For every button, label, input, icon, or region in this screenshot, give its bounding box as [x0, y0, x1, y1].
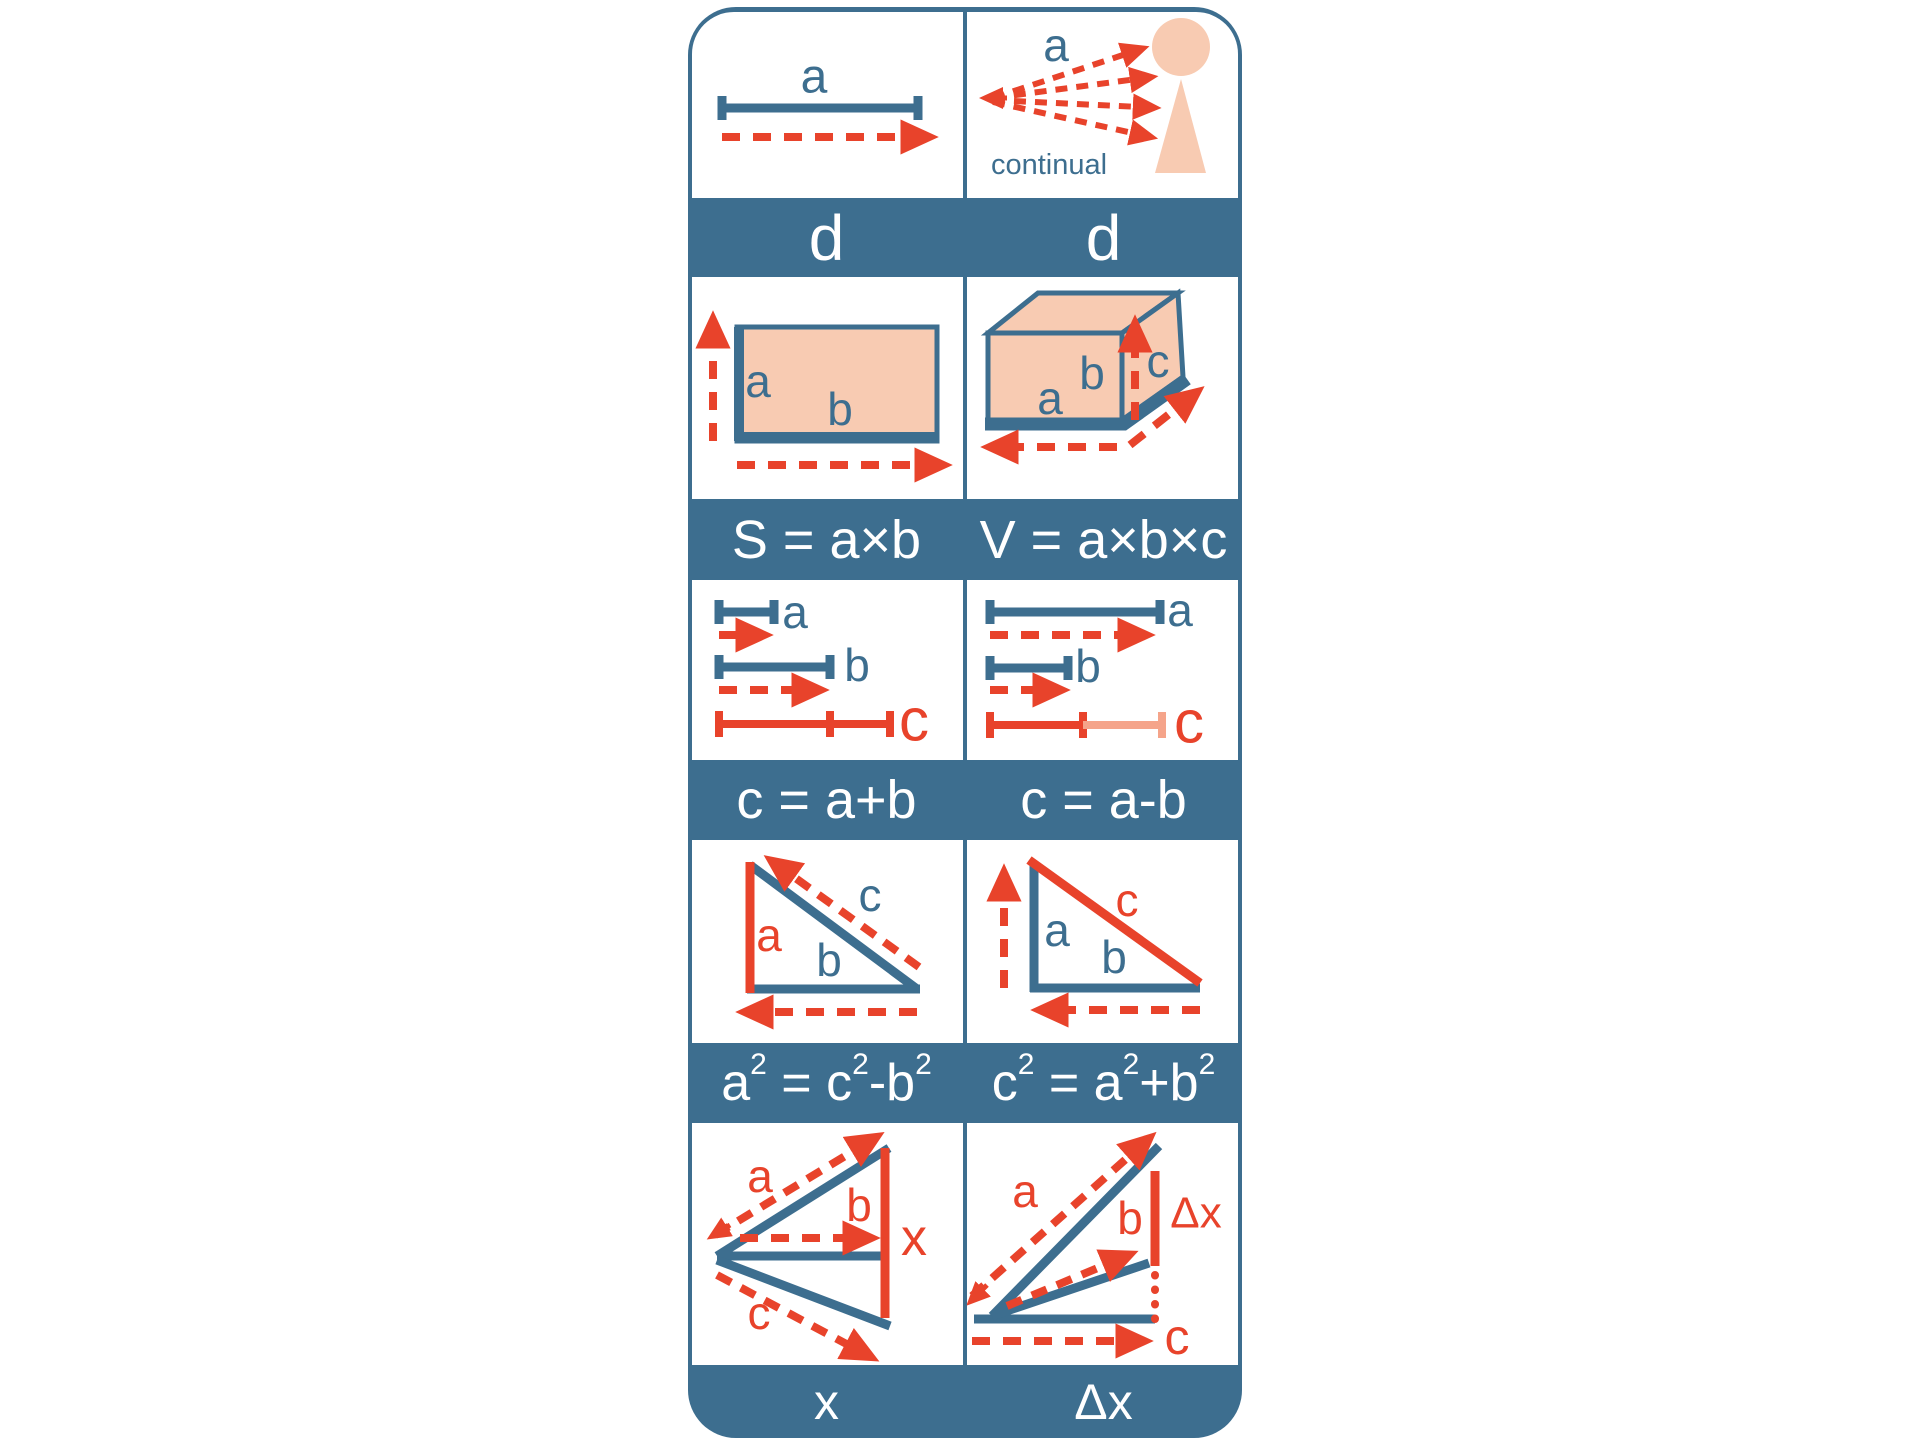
- label-b: b: [816, 934, 842, 986]
- label-c: c: [1147, 335, 1170, 387]
- cell-triangle-hypotenuse: a b c: [967, 840, 1238, 1043]
- formula-distance-left: d: [808, 201, 845, 274]
- cell-projection-delta-x: a b Δx c: [967, 1123, 1238, 1365]
- band-distance: d d: [688, 198, 1242, 277]
- cell-box-volume: a b c: [967, 277, 1238, 499]
- cell-projection-x: a b x c: [692, 1123, 963, 1365]
- label-c: c: [748, 1287, 771, 1339]
- formula-sup: 2: [1198, 1048, 1216, 1081]
- formula-distance-right: d: [1085, 201, 1122, 274]
- label-c: c: [1165, 1309, 1190, 1365]
- cell-triangle-leg: a b c: [692, 840, 963, 1043]
- formula-part: a: [721, 1054, 751, 1112]
- cell-distance-segment: a: [692, 12, 963, 198]
- cell-sum-segments: a b c: [692, 580, 963, 760]
- formula-part: +b: [1139, 1054, 1199, 1112]
- label-b: b: [1075, 640, 1101, 692]
- formula-part: = a: [1034, 1054, 1123, 1112]
- formula-volume: V = a×b×c: [979, 509, 1228, 570]
- fan-arrow-4: [992, 99, 1159, 146]
- segment-a: [985, 600, 1165, 624]
- band-projection: x Δx: [688, 1365, 1242, 1438]
- label-b: b: [827, 383, 853, 435]
- segment-c-dark: [986, 712, 1087, 738]
- formula-x: x: [814, 1373, 839, 1430]
- depth-arrow: [1127, 386, 1205, 449]
- row-area-volume-diagrams: a b a b c: [688, 277, 1242, 499]
- cell-continual-motion: a continual: [967, 12, 1238, 198]
- label-c: c: [899, 687, 929, 754]
- segment-b: [714, 655, 835, 679]
- formula-chart-card: a a continual d d: [688, 7, 1242, 1438]
- band-area-volume: S = a×b V = a×b×c: [688, 499, 1242, 580]
- fan-arrow-1: [992, 42, 1150, 101]
- formula-sup: 2: [1017, 1048, 1035, 1081]
- cell-difference-segments: a b c: [967, 580, 1238, 760]
- box-front-face: [985, 330, 1125, 423]
- fan-arrow-2: [992, 66, 1159, 101]
- arrow-a-tail: [706, 1217, 733, 1240]
- rectangle-thick-edges: [734, 327, 937, 442]
- person-body: [1155, 79, 1206, 173]
- formula-part: c: [991, 1054, 1018, 1112]
- person-head: [1152, 18, 1210, 76]
- label-a: a: [1044, 904, 1070, 956]
- segment-c-light: [1083, 712, 1166, 738]
- label-b: b: [846, 1179, 872, 1231]
- triangle-hypotenuse: [1026, 856, 1203, 987]
- hypotenuse-arrow: [763, 855, 922, 971]
- arrow-b: [1005, 1249, 1139, 1310]
- label-a: a: [756, 909, 782, 961]
- label-x: x: [901, 1209, 927, 1267]
- cell-rectangle-area: a b: [692, 277, 963, 499]
- formula-delta-x: Δx: [1074, 1373, 1133, 1430]
- formula-sup: 2: [750, 1048, 767, 1081]
- arrow-a: [969, 1131, 1157, 1299]
- label-a: a: [782, 586, 808, 638]
- label-b: b: [1079, 347, 1105, 399]
- formula-part: = c: [766, 1054, 853, 1112]
- band-sum-difference: c = a+b c = a-b: [688, 760, 1242, 840]
- label-c: c: [859, 869, 882, 921]
- label-c: c: [1116, 874, 1139, 926]
- ray-bottom: [715, 1255, 892, 1331]
- formula-sup: 2: [852, 1048, 869, 1081]
- segment-c: [715, 711, 894, 737]
- label-b: b: [1101, 931, 1127, 983]
- label-a: a: [1043, 19, 1069, 71]
- formula-sup: 2: [1122, 1048, 1140, 1081]
- arrow-a: [712, 1132, 885, 1239]
- row-sum-difference-diagrams: a b c a b c: [688, 580, 1242, 760]
- label-b: b: [844, 639, 870, 691]
- formula-sup: 2: [915, 1048, 932, 1081]
- segment-b: [985, 656, 1073, 680]
- label-a: a: [747, 1150, 773, 1202]
- label-delta-x: Δx: [1170, 1189, 1221, 1238]
- fan-arrow-3: [992, 93, 1162, 120]
- formula-difference: c = a-b: [1020, 770, 1187, 830]
- label-a: a: [1012, 1165, 1038, 1217]
- formula-part: -b: [868, 1054, 916, 1112]
- label-c: c: [1174, 689, 1204, 756]
- row-pythagoras-diagrams: a b c a b c: [688, 840, 1242, 1043]
- segment-a: [714, 600, 779, 624]
- label-a: a: [801, 51, 828, 104]
- arrow-a-tail: [967, 1280, 992, 1306]
- formula-area: S = a×b: [731, 509, 922, 570]
- label-b: b: [1117, 1192, 1143, 1244]
- label-a: a: [745, 355, 771, 407]
- label-a: a: [1167, 584, 1193, 636]
- measure-line: [717, 96, 923, 120]
- caption-continual: continual: [991, 149, 1107, 181]
- label-a: a: [1037, 372, 1063, 424]
- ray-steep: [988, 1142, 1163, 1320]
- row-distance-diagrams: a a continual: [688, 12, 1242, 198]
- formula-sum: c = a+b: [736, 770, 917, 830]
- row-projection-diagrams: a b x c a b Δx c: [688, 1123, 1242, 1365]
